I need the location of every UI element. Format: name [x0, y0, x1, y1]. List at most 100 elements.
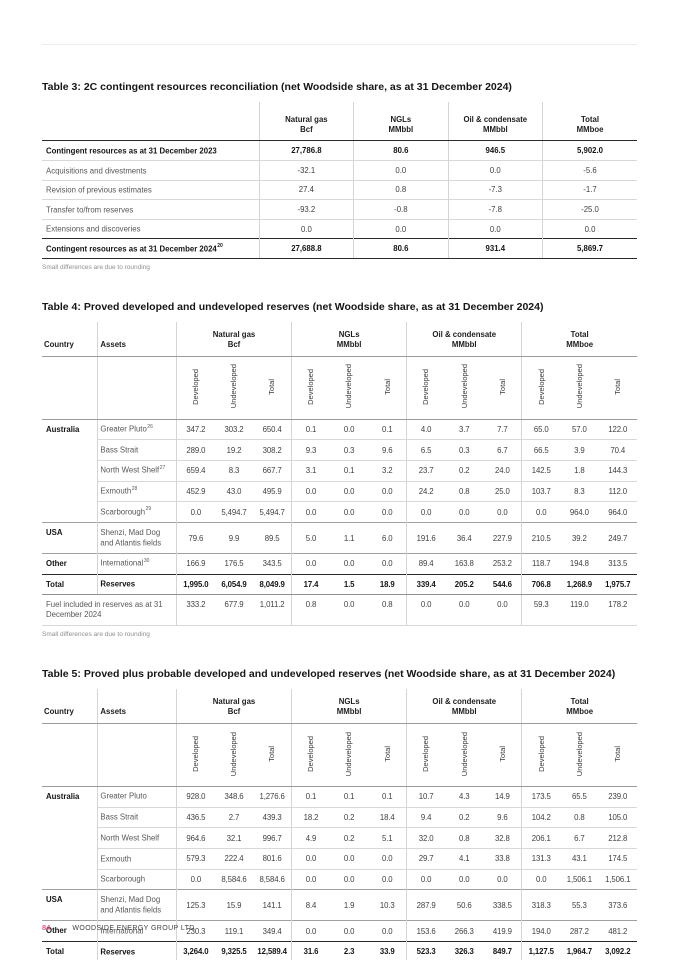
value-cell: 481.2 [598, 920, 637, 942]
value-cell: 0.0 [445, 501, 484, 523]
value-cell: 0.3 [445, 439, 484, 461]
value-cell: 667.7 [253, 459, 292, 482]
value-cell: 6.0 [368, 522, 407, 554]
value-cell: 439.3 [253, 806, 292, 828]
group-name: Total [570, 330, 589, 340]
value-cell: 6.7 [483, 439, 522, 461]
top-divider [42, 44, 637, 45]
rotated-sub-header-label: Developed [306, 368, 316, 405]
row-label-cell: Revision of previous estimates [42, 179, 260, 200]
value-cell: 339.4 [406, 573, 446, 596]
value-cell: 3.1 [291, 459, 330, 482]
table-row: USA Shenzi, Mad Dog and Atlantis fields 79… [42, 522, 637, 554]
value-cell: -5.6 [542, 160, 637, 181]
table-row: North West Shelf27 659.4 8.3 667.7 3.1 0.1 3.2… [42, 459, 637, 482]
value-cell: 55.3 [560, 889, 599, 921]
asset-name: Greater Pluto [100, 791, 147, 801]
value-cell: 6,054.9 [214, 573, 254, 596]
value-cell: 5,494.7 [253, 501, 292, 523]
corner-cell [42, 102, 260, 142]
value-cell: 0.0 [406, 594, 446, 627]
value-cell: 1.1 [329, 522, 369, 554]
value-cell: 419.9 [483, 920, 522, 942]
value-cell: 230.3 [175, 920, 215, 942]
rotated-sub-header-label: Total [267, 378, 277, 395]
value-cell: -7.8 [447, 199, 543, 220]
value-cell: 4.0 [406, 419, 446, 440]
rotated-sub-header-label: Undeveloped [229, 731, 239, 776]
value-cell: 0.0 [329, 848, 369, 870]
country-cell: Other [42, 920, 98, 942]
rotated-sub-header-label: Undeveloped [459, 731, 469, 776]
rotated-sub-header-label: Developed [421, 735, 431, 772]
fuel-row-label: Fuel included in reserves as at 31 Decem… [42, 594, 177, 627]
value-cell: 326.3 [445, 941, 484, 960]
value-cell: 0.0 [329, 594, 369, 627]
column-header-name: Natural gas [285, 115, 328, 124]
value-cell: 43.0 [214, 480, 254, 502]
value-cell: 103.7 [521, 480, 561, 502]
row-label: Extensions and discoveries [46, 224, 141, 234]
value-cell: 0.1 [381, 424, 393, 434]
value-cell: 2.7 [214, 806, 254, 828]
value-cell: 10.3 [368, 889, 407, 921]
value-cell: 166.9 [175, 552, 215, 575]
rotated-sub-header: Undeveloped [560, 356, 599, 420]
value-cell: 0.0 [258, 218, 354, 239]
value-cell: 289.0 [175, 439, 215, 461]
value-cell: 4.1 [445, 848, 484, 870]
group-name: NGLs [338, 697, 360, 707]
rotated-sub-header-label: Total [497, 745, 507, 762]
rotated-sub-header: Developed [521, 356, 561, 420]
row-label: Contingent resources as at 31 December 2… [46, 244, 217, 254]
value-cell: 14.9 [495, 792, 510, 802]
table-row: Revision of previous estimates 27.4 0.8 -7.… [42, 179, 637, 200]
column-header-unit: MMbbl [482, 124, 508, 134]
value-cell: 119.0 [560, 594, 599, 627]
value-cell: 24.0 [483, 459, 522, 482]
asset-cell: Reserves [97, 573, 177, 596]
value-cell: 0.0 [521, 501, 561, 523]
value-cell: 8.3 [214, 459, 254, 482]
group-header-row: Country Assets Natural gas Bcf NGLs MMbbl Oil … [42, 322, 637, 357]
rotated-sub-header-label: Total [613, 745, 623, 762]
group-name: Natural gas [212, 330, 256, 340]
value-cell: 66.5 [521, 439, 561, 461]
value-cell: 25.0 [483, 480, 522, 502]
column-header-name: Total [580, 115, 600, 124]
group-name: Natural gas [212, 697, 256, 707]
footnote-marker: 27 [159, 464, 166, 471]
value-cell: 0.0 [483, 594, 522, 627]
company-name: WOODSIDE ENERGY GROUP LTD [72, 925, 195, 932]
asset-name: International [100, 926, 144, 936]
asset-cell: Shenzi, Mad Dog and Atlantis fields [97, 889, 177, 921]
value-cell: 338.5 [483, 889, 522, 921]
rotated-sub-header: Undeveloped [445, 356, 484, 420]
rotated-sub-header: Total [598, 356, 637, 420]
value-cell: 4.3 [458, 792, 470, 802]
column-header-name: NGLs [390, 115, 412, 124]
table4-body: Australia Greater Pluto26 347.2 303.2 650.4 0… [42, 419, 637, 627]
group-name: Oil & condensate [432, 330, 497, 340]
value-cell: 36.4 [445, 522, 484, 554]
footnote-marker: 20 [217, 243, 223, 250]
value-cell: 6.7 [560, 827, 599, 849]
value-cell: 0.0 [329, 480, 369, 502]
value-cell: 3.9 [560, 439, 599, 461]
table4-header: Country Assets Natural gas Bcf NGLs MMbbl Oil … [42, 322, 637, 420]
page-number: 84 [42, 923, 51, 932]
value-cell: 39.2 [560, 522, 599, 554]
asset-cell: Reserves [97, 941, 177, 960]
group-name: NGLs [338, 330, 360, 340]
group-unit: Bcf [227, 707, 241, 717]
value-cell: 0.2 [329, 827, 369, 849]
value-cell: 303.2 [224, 424, 244, 434]
value-cell: 650.4 [262, 424, 282, 434]
value-cell: 0.0 [291, 868, 330, 890]
asset-cell: Greater Pluto [97, 786, 177, 808]
value-cell: 210.5 [521, 522, 561, 554]
rotated-sub-header: Developed [175, 356, 215, 420]
value-cell: 27.4 [258, 179, 354, 200]
value-cell: 495.9 [253, 480, 292, 502]
